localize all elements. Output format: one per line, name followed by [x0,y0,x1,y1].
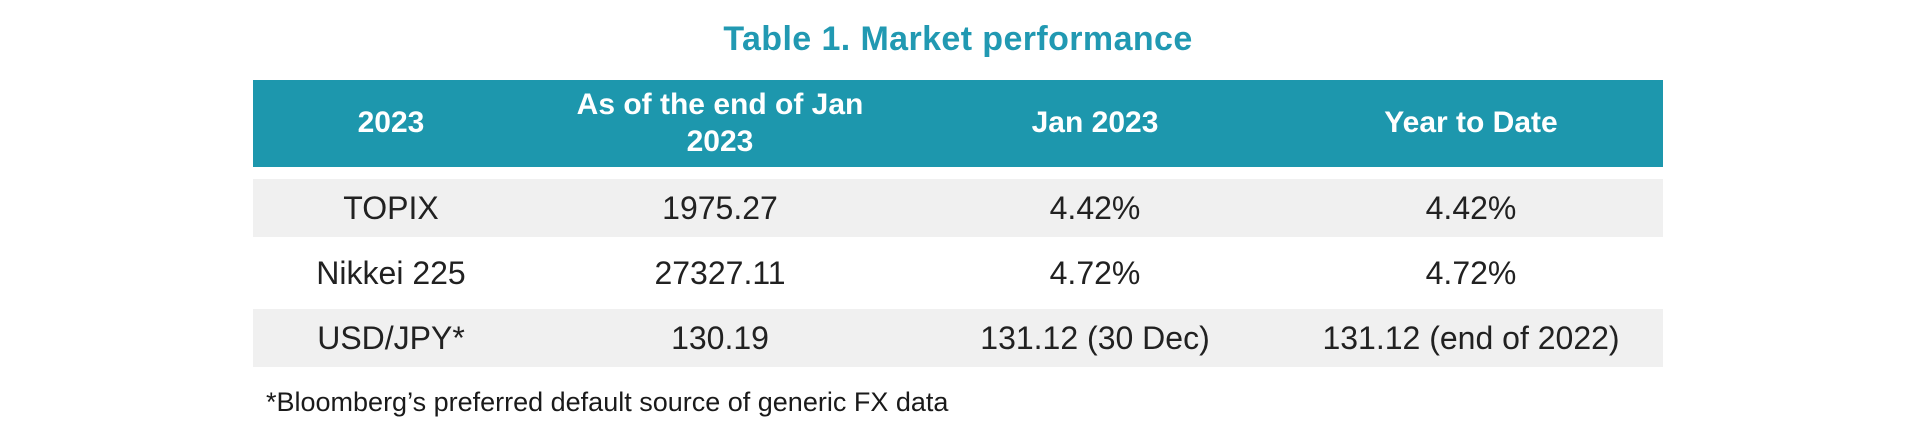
table-cell-jan-return: 4.72% [1049,254,1141,291]
table-cell-level: 1975.27 [662,189,778,226]
table-row-usd-jpy: USD/JPY* 130.19 131.12 (30 Dec) 131.12 (… [253,309,1663,367]
table-footnote: *Bloomberg’s preferred default source of… [266,387,949,417]
table-title: Table 1. Market performance [723,20,1193,58]
column-header-year-to-date: Year to Date [1279,80,1663,167]
column-header-label: Jan 2023 [1031,106,1159,140]
table-cell-index-name: USD/JPY* [317,319,465,356]
column-header-as-of-end-of-jan: As of the end of Jan 2023 [529,80,911,167]
column-header-label: As of the end of Jan 2023 [576,87,864,158]
table-cell-index-name: TOPIX [343,189,439,226]
column-header-label: 2023 [357,106,425,140]
table-cell-jan-return: 131.12 (30 Dec) [980,319,1210,356]
market-performance-table: 2023 As of the end of Jan 2023 Jan 2023 … [253,80,1663,367]
table-cell-level: 130.19 [671,319,769,356]
column-header-label: Year to Date [1384,106,1558,140]
table-cell-jan-return: 4.42% [1049,189,1141,226]
table-cell-ytd-return: 4.42% [1425,189,1517,226]
table-row-topix: TOPIX 1975.27 4.42% 4.42% [253,179,1663,237]
column-header-year: 2023 [253,80,529,167]
table-row-nikkei-225: Nikkei 225 27327.11 4.72% 4.72% [253,244,1663,302]
table-header-row: 2023 As of the end of Jan 2023 Jan 2023 … [253,80,1663,167]
table-cell-level: 27327.11 [654,254,786,291]
table-cell-ytd-return: 4.72% [1425,254,1517,291]
table-section: Table 1. Market performance 2023 As of t… [253,0,1663,418]
table-cell-ytd-return: 131.12 (end of 2022) [1322,319,1620,356]
table-cell-index-name: Nikkei 225 [316,254,466,291]
column-header-jan-2023: Jan 2023 [911,80,1279,167]
